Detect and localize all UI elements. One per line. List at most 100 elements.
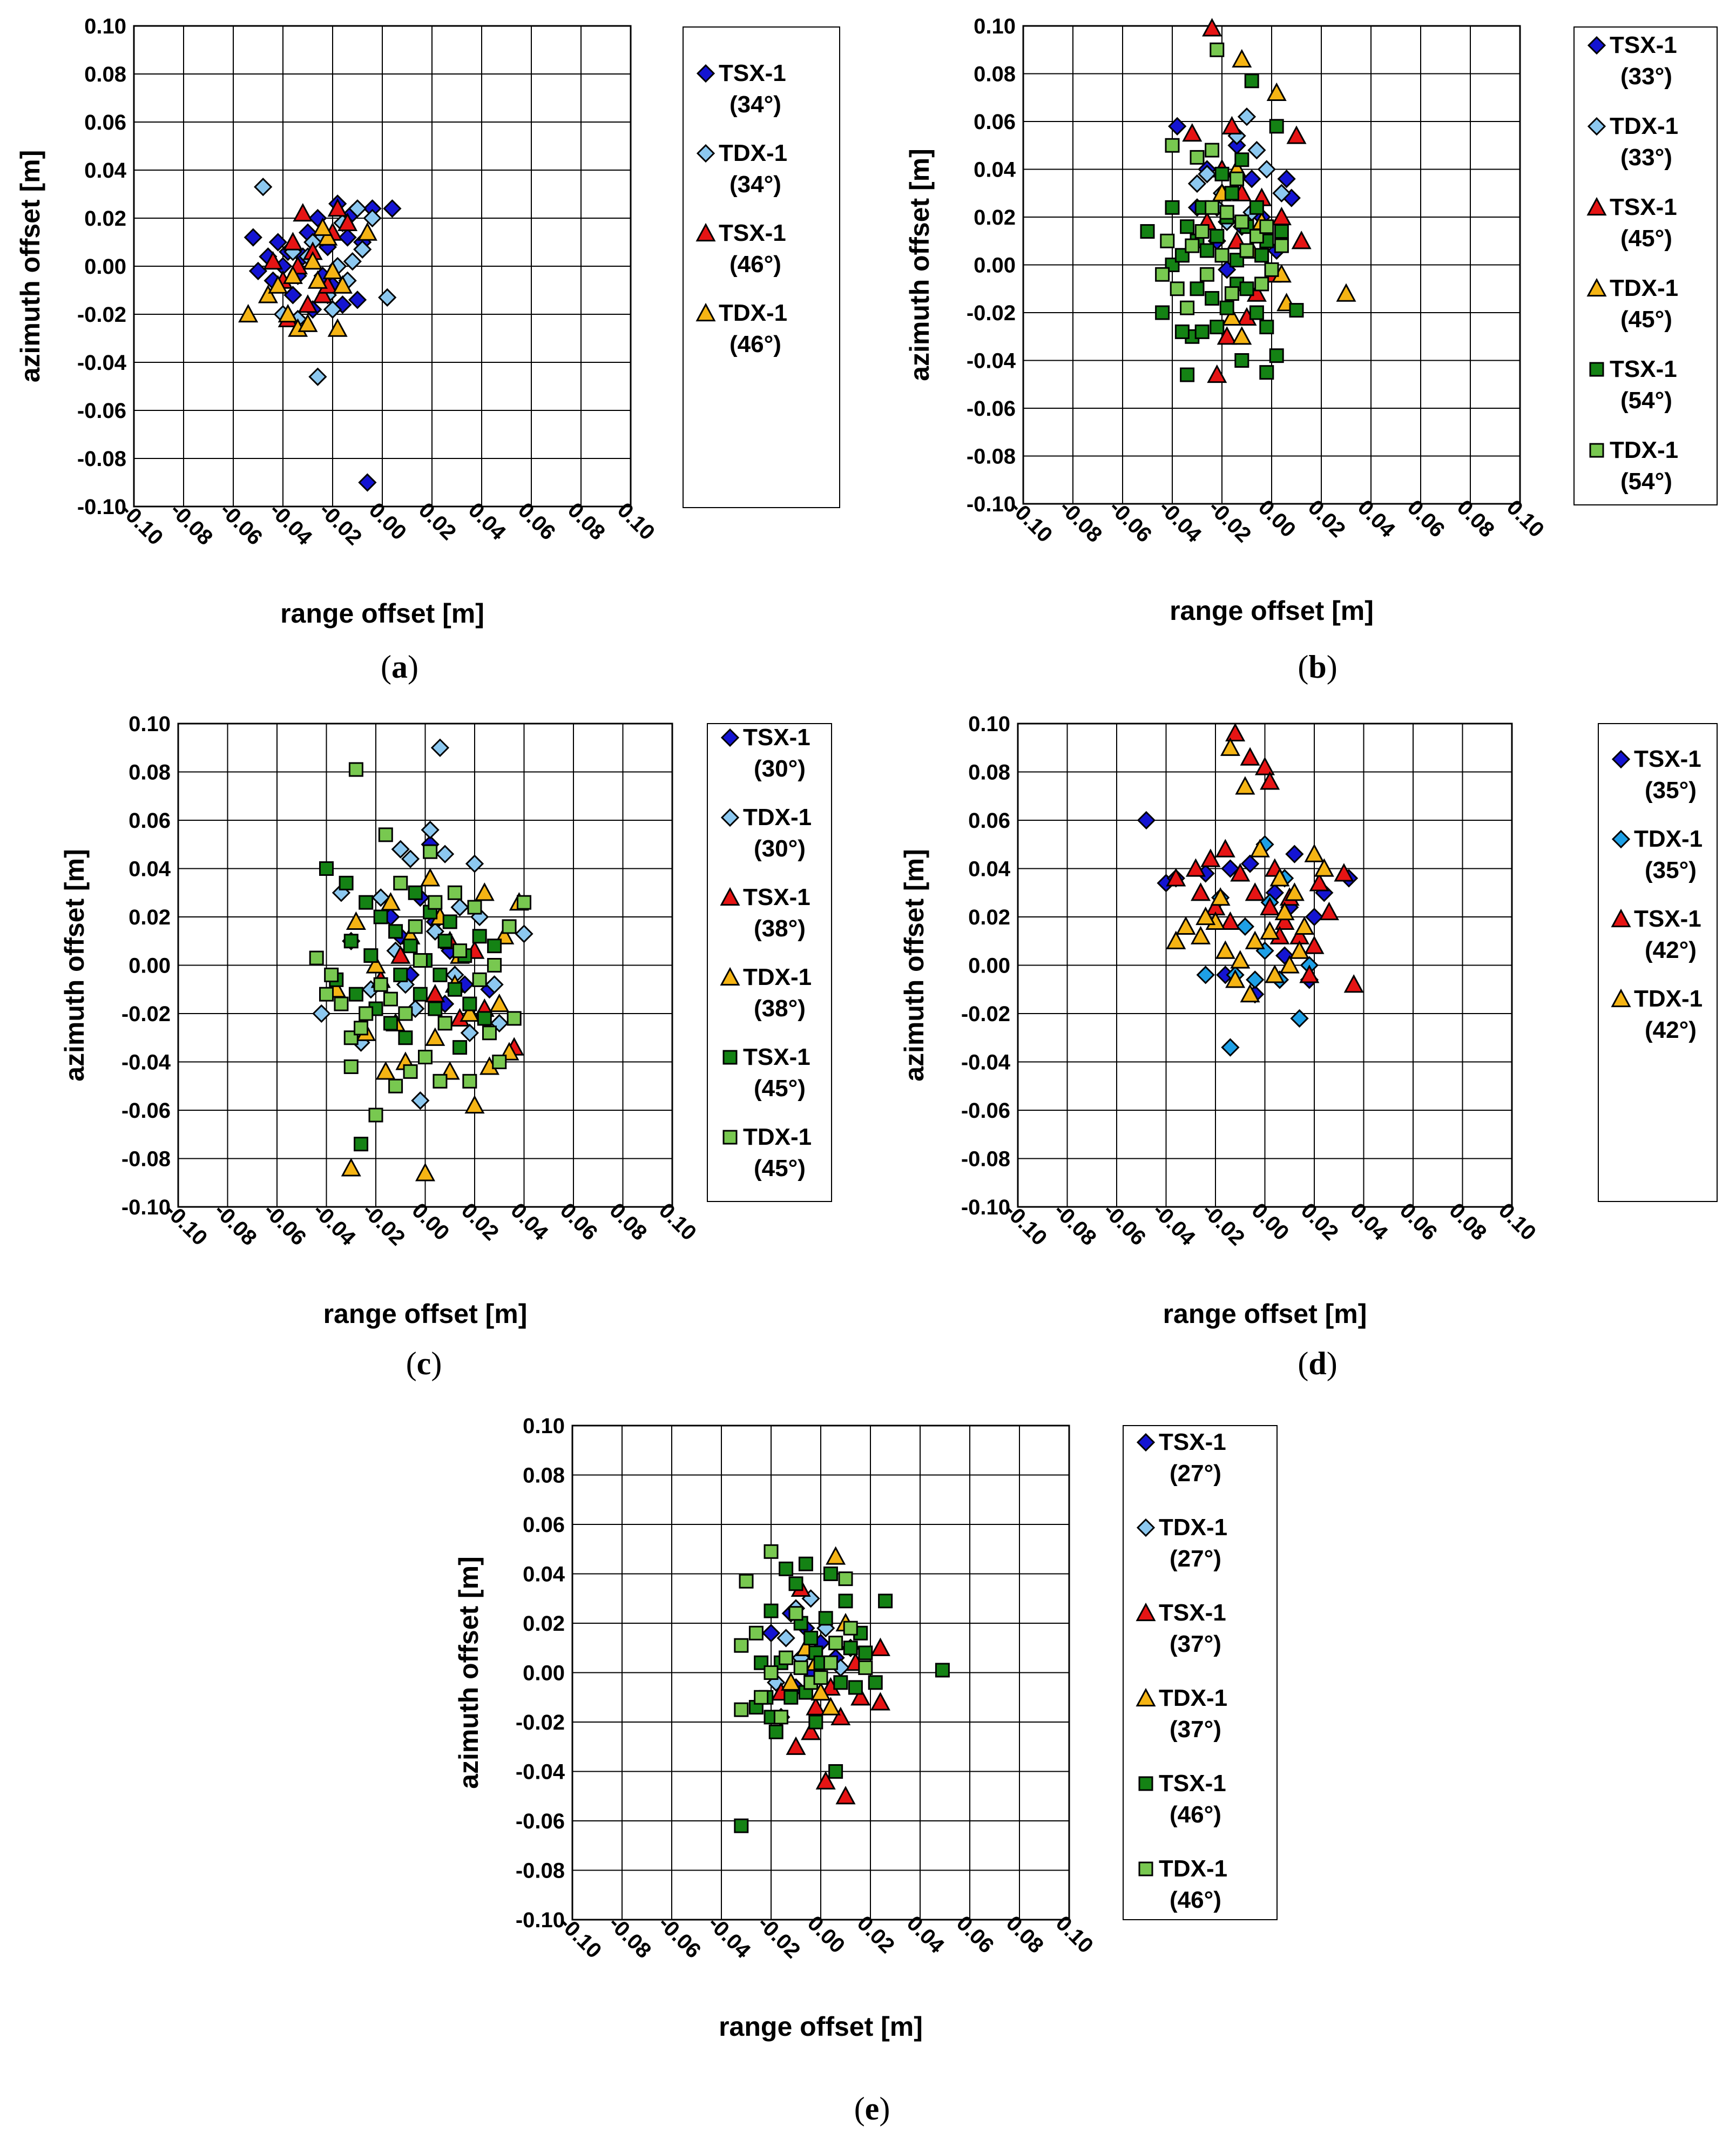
data-point bbox=[1225, 969, 1246, 988]
data-point bbox=[828, 1764, 843, 1779]
data-point bbox=[1245, 930, 1265, 949]
y-tick-label: -0.04 bbox=[516, 1760, 565, 1784]
legend-angle: (33°) bbox=[1620, 63, 1672, 90]
data-point bbox=[1286, 125, 1307, 144]
data-point bbox=[383, 199, 402, 218]
y-tick-label: 0.08 bbox=[129, 761, 171, 785]
legend-marker bbox=[720, 967, 740, 986]
data-point bbox=[1225, 723, 1246, 741]
y-tick-label: 0.08 bbox=[968, 761, 1010, 785]
data-point bbox=[433, 967, 448, 982]
legend-angle: (27°) bbox=[1170, 1545, 1221, 1572]
data-point bbox=[870, 1692, 890, 1711]
data-point bbox=[1244, 73, 1259, 89]
x-tick-label: 0.04 bbox=[464, 498, 511, 545]
data-point bbox=[420, 868, 441, 887]
legend-label: TDX-1 bbox=[719, 140, 787, 166]
y-tick-label: -0.10 bbox=[77, 495, 126, 519]
legend-angle: (54°) bbox=[1620, 387, 1672, 414]
data-point bbox=[1180, 219, 1195, 234]
y-tick-label: 0.06 bbox=[968, 809, 1010, 833]
data-point bbox=[391, 840, 410, 859]
data-point bbox=[403, 1064, 418, 1079]
data-point bbox=[1240, 984, 1260, 1003]
x-tick-label: 0.10 bbox=[654, 1199, 701, 1245]
data-point bbox=[447, 982, 462, 997]
data-point bbox=[1220, 911, 1240, 930]
data-point bbox=[1239, 281, 1254, 296]
data-point bbox=[828, 1636, 843, 1651]
data-point bbox=[1137, 811, 1156, 830]
data-point bbox=[734, 1818, 749, 1833]
data-point bbox=[1221, 1038, 1240, 1057]
x-tick-label: 0.10 bbox=[1051, 1912, 1098, 1958]
data-point bbox=[319, 861, 334, 876]
data-point bbox=[1279, 955, 1300, 974]
data-point bbox=[734, 1702, 749, 1717]
data-point bbox=[734, 1638, 749, 1653]
y-tick-label: -0.02 bbox=[961, 1002, 1010, 1026]
data-point bbox=[813, 1670, 828, 1685]
panel-c: 0.100.080.060.040.020.00-0.02-0.04-0.06-… bbox=[59, 712, 832, 1381]
legend-angle: (54°) bbox=[1620, 468, 1672, 495]
data-point bbox=[363, 208, 382, 228]
data-point bbox=[390, 945, 411, 964]
y-tick-label: -0.04 bbox=[121, 1051, 171, 1075]
data-point bbox=[388, 1078, 403, 1093]
legend-angle: (45°) bbox=[1620, 306, 1672, 333]
legend-label: TDX-1 bbox=[1159, 1514, 1227, 1541]
y-tick-label: 0.06 bbox=[523, 1513, 565, 1537]
data-point bbox=[343, 1059, 359, 1074]
data-point bbox=[1196, 966, 1215, 984]
data-point bbox=[378, 827, 393, 842]
data-point bbox=[313, 285, 333, 303]
data-point bbox=[373, 909, 388, 924]
data-point bbox=[477, 1011, 492, 1026]
data-point bbox=[474, 882, 495, 901]
legend-marker bbox=[1136, 1687, 1156, 1707]
data-point bbox=[1260, 771, 1280, 790]
data-point bbox=[517, 895, 531, 910]
legend: TSX-1 (34°) TDX-1 (34°) TSX-1 (46°) TDX-1 (46°) bbox=[683, 26, 840, 508]
data-point bbox=[1343, 974, 1364, 993]
series-5 bbox=[734, 1544, 873, 1725]
data-point bbox=[298, 313, 318, 332]
data-point bbox=[359, 1006, 374, 1021]
legend-marker bbox=[1611, 750, 1631, 769]
panel-caption: (e) bbox=[854, 2091, 890, 2127]
data-point bbox=[268, 275, 288, 294]
data-point bbox=[1269, 348, 1284, 363]
legend-marker bbox=[722, 1050, 738, 1065]
legend-label: TSX-1 bbox=[1610, 194, 1677, 220]
data-point bbox=[278, 303, 298, 323]
y-tick-label: 0.06 bbox=[974, 110, 1016, 134]
legend-angle: (27°) bbox=[1170, 1460, 1221, 1487]
data-point bbox=[1217, 326, 1237, 345]
y-tick-label: -0.02 bbox=[967, 301, 1016, 325]
legend-marker bbox=[1136, 1433, 1156, 1452]
data-point bbox=[768, 1724, 783, 1739]
x-tick-label: 0.04 bbox=[506, 1199, 553, 1246]
data-point bbox=[1165, 200, 1180, 215]
y-tick-label: -0.04 bbox=[77, 351, 127, 375]
data-point bbox=[383, 991, 398, 1007]
data-point bbox=[332, 275, 353, 294]
y-tick-label: -0.08 bbox=[121, 1147, 171, 1171]
y-tick-label: 0.10 bbox=[129, 712, 171, 736]
legend-label: TDX-1 bbox=[719, 300, 787, 326]
panel-caption: (a) bbox=[381, 649, 418, 685]
panel-d: 0.100.080.060.040.020.00-0.02-0.04-0.06-… bbox=[899, 712, 1718, 1381]
y-tick-label: -0.02 bbox=[77, 303, 126, 327]
x-tick-label: 0.08 bbox=[1444, 1199, 1491, 1245]
panel-caption: (d) bbox=[1298, 1346, 1337, 1381]
data-point bbox=[502, 919, 517, 934]
data-point bbox=[1207, 364, 1227, 383]
y-tick-label: 0.02 bbox=[129, 906, 171, 929]
data-point bbox=[307, 270, 328, 289]
data-point bbox=[373, 977, 388, 992]
data-point bbox=[359, 895, 374, 910]
data-point bbox=[346, 911, 366, 930]
data-point bbox=[761, 1624, 781, 1643]
data-point bbox=[393, 967, 408, 982]
data-point bbox=[788, 1606, 803, 1621]
